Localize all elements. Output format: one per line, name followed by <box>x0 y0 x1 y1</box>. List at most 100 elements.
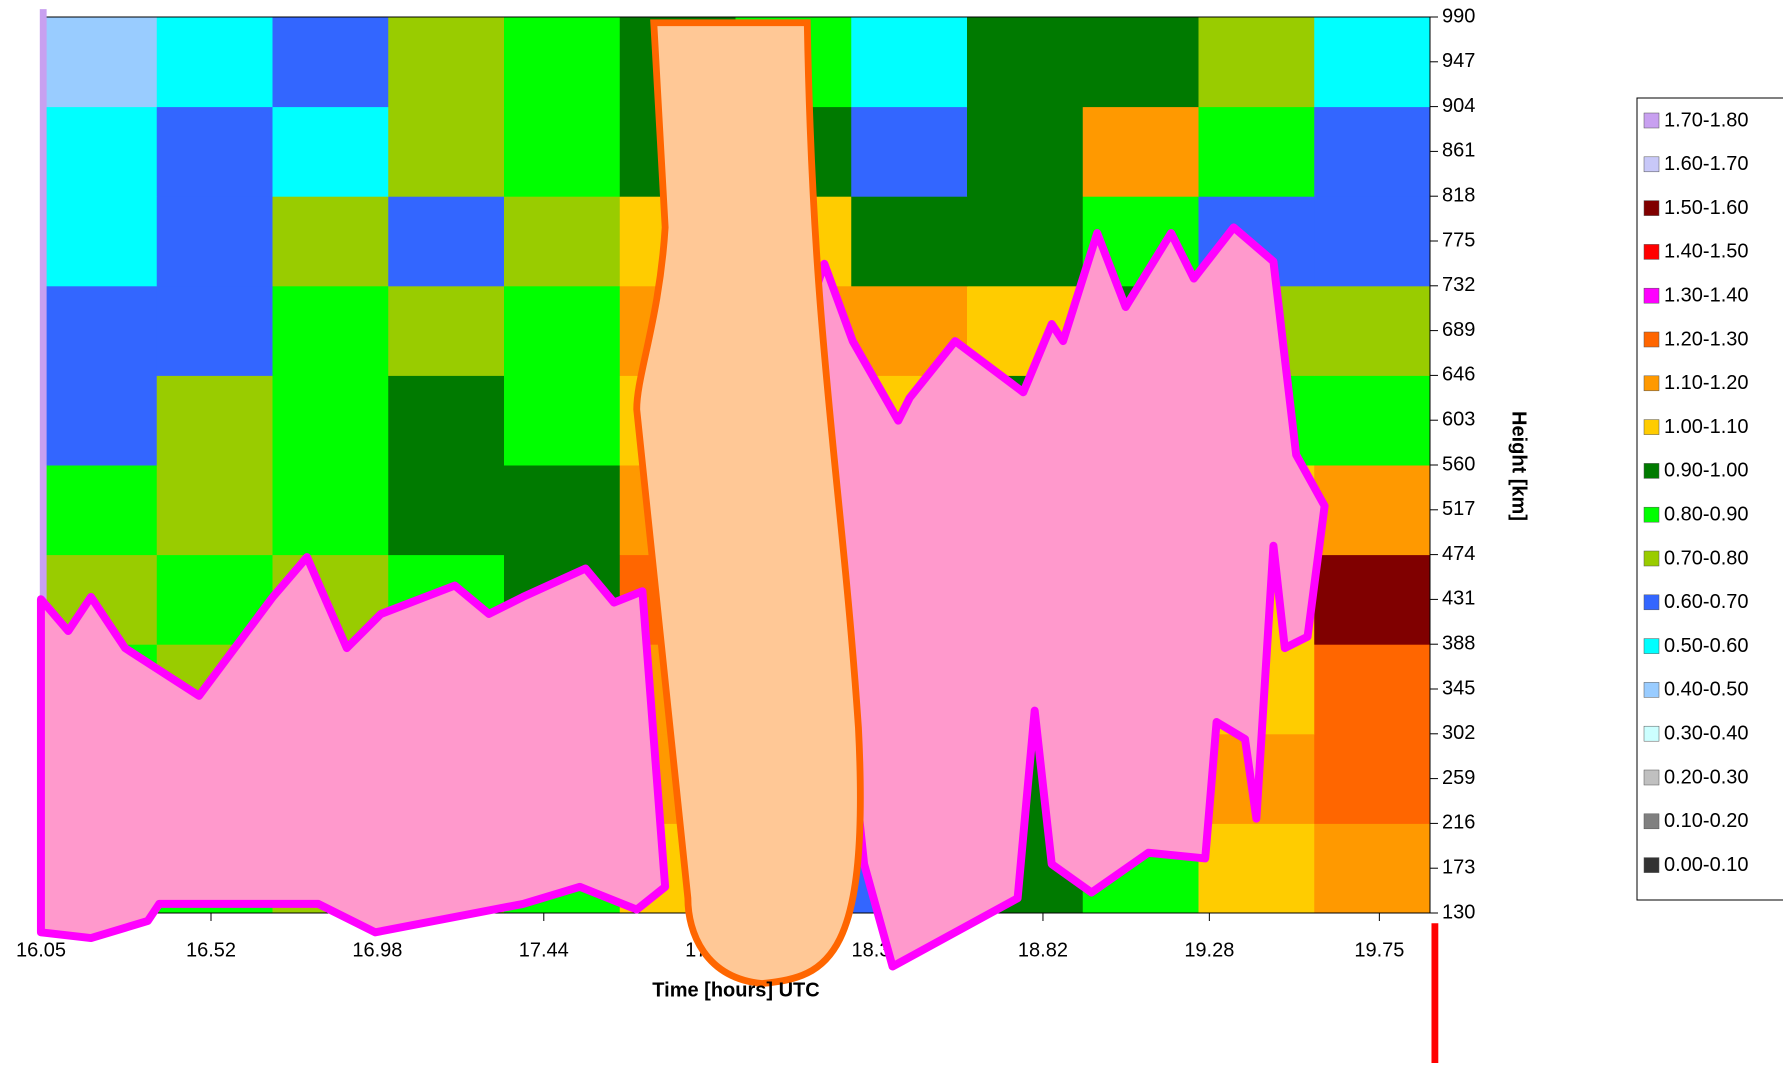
legend-label: 0.60-0.70 <box>1664 591 1749 613</box>
y-tick-label: 173 <box>1442 856 1475 878</box>
legend-swatch <box>1643 419 1660 435</box>
x-axis-title: Time [hours] UTC <box>652 979 819 1001</box>
legend-swatch <box>1643 112 1660 129</box>
contour-cell <box>1314 106 1431 197</box>
legend-swatch <box>1643 244 1660 260</box>
contour-cell <box>1198 106 1315 197</box>
contour-cell <box>388 375 505 466</box>
contour-cell <box>156 17 273 108</box>
contour-cell <box>1314 554 1431 645</box>
contour-cell <box>388 106 505 197</box>
contour-cell <box>504 196 621 287</box>
contour-cell <box>967 17 1084 108</box>
legend-swatch <box>1643 638 1660 654</box>
contour-cell <box>272 106 389 197</box>
contour-cell <box>272 465 389 556</box>
legend-swatch <box>1643 463 1660 479</box>
contour-cell <box>1314 17 1431 108</box>
legend-label: 1.50-1.60 <box>1664 197 1749 219</box>
y-tick-label: 302 <box>1442 722 1475 744</box>
contour-cell <box>967 106 1084 197</box>
legend-label: 1.60-1.70 <box>1664 153 1749 175</box>
contour-cell <box>504 285 621 376</box>
contour-cell <box>41 196 158 287</box>
annotations <box>36 9 1439 1064</box>
y-tick-label: 431 <box>1442 588 1475 610</box>
legend-swatch <box>1643 506 1660 523</box>
y-tick-label: 388 <box>1442 632 1475 654</box>
y-tick-label: 345 <box>1442 677 1475 699</box>
y-tick-label: 646 <box>1442 364 1475 386</box>
contour-cell <box>41 375 158 466</box>
contour-cell <box>1082 106 1199 197</box>
legend-swatch <box>1643 156 1660 173</box>
contour-cell <box>1314 644 1431 735</box>
legend-label: 0.40-0.50 <box>1664 679 1749 701</box>
legend-label: 0.00-0.10 <box>1664 854 1749 876</box>
y-tick-label: 560 <box>1442 453 1475 475</box>
contour-cell <box>504 17 621 108</box>
contour-cell <box>504 106 621 197</box>
contour-cell <box>388 465 505 556</box>
y-tick-label: 732 <box>1442 274 1475 296</box>
y-tick-label: 474 <box>1442 543 1475 565</box>
highlight-region <box>36 553 670 943</box>
contour-cell <box>156 465 273 556</box>
contour-cell <box>272 375 389 466</box>
legend: 1.70-1.80 1.60-1.70 1.50-1.60 1.40-1.50 1.30… <box>1643 109 1749 876</box>
contour-cell <box>156 375 273 466</box>
legend-swatch <box>1643 769 1660 786</box>
contour-cell <box>156 196 273 287</box>
y-tick-label: 904 <box>1442 95 1475 117</box>
contour-cell <box>388 196 505 287</box>
contour-cell <box>851 17 968 108</box>
y-tick-label: 603 <box>1442 408 1475 430</box>
contour-cell <box>388 285 505 376</box>
legend-label: 1.30-1.40 <box>1664 284 1749 306</box>
occluding-shape <box>633 19 864 987</box>
legend-label: 1.00-1.10 <box>1664 416 1749 438</box>
y-tick-label: 990 <box>1442 5 1475 27</box>
contour-cell <box>388 17 505 108</box>
contour-cell <box>41 106 158 197</box>
x-tick-label: 19.28 <box>1184 939 1234 961</box>
contour-cell <box>1314 465 1431 556</box>
legend-swatch <box>1643 550 1660 567</box>
contour-cell <box>1314 375 1431 466</box>
legend-swatch <box>1643 857 1660 873</box>
contour-cell <box>41 285 158 376</box>
contour-cell <box>41 465 158 556</box>
contour-cell <box>504 375 621 466</box>
y-axis-title: Height [km] <box>1508 411 1530 521</box>
contour-cell <box>851 106 968 197</box>
contour-cell <box>1314 285 1431 376</box>
contour-cell <box>851 196 968 287</box>
y-tick-label: 775 <box>1442 229 1475 251</box>
legend-label: 1.20-1.30 <box>1664 328 1749 350</box>
contour-cell <box>1314 196 1431 287</box>
contour-cell <box>272 196 389 287</box>
contour-cell <box>1082 17 1199 108</box>
contour-cell <box>1314 733 1431 824</box>
legend-swatch <box>1643 813 1660 830</box>
legend-swatch <box>1643 725 1660 742</box>
y-tick-label: 517 <box>1442 498 1475 520</box>
x-tick-label: 16.98 <box>352 939 402 961</box>
y-tick-label: 818 <box>1442 184 1475 206</box>
legend-label: 0.30-0.40 <box>1664 722 1749 744</box>
contour-cell <box>41 17 158 108</box>
legend-label: 1.10-1.20 <box>1664 372 1749 394</box>
highlight-region <box>808 223 1329 971</box>
y-tick-label: 216 <box>1442 812 1475 834</box>
legend-label: 1.70-1.80 <box>1664 109 1749 131</box>
legend-label: 1.40-1.50 <box>1664 241 1749 263</box>
x-tick-label: 18.82 <box>1018 939 1068 961</box>
y-tick-label: 130 <box>1442 901 1475 923</box>
legend-swatch <box>1643 200 1660 216</box>
legend-swatch <box>1643 375 1660 392</box>
legend-swatch <box>1643 287 1660 304</box>
contour-cell <box>1198 17 1315 108</box>
legend-swatch <box>1643 682 1660 698</box>
